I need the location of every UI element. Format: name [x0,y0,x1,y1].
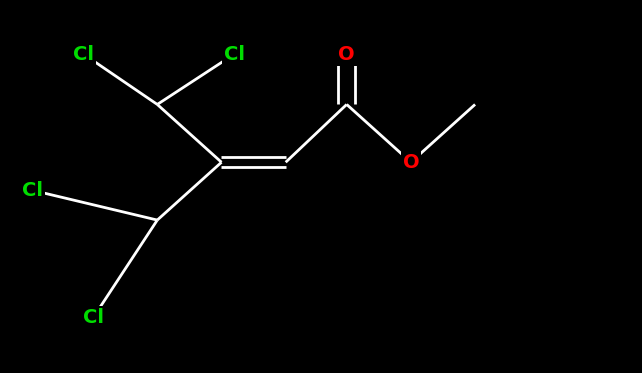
Text: O: O [403,153,419,172]
Text: Cl: Cl [83,308,103,327]
Text: Cl: Cl [73,45,94,63]
Text: O: O [338,45,355,63]
Text: Cl: Cl [224,45,245,63]
Text: Cl: Cl [22,181,42,200]
